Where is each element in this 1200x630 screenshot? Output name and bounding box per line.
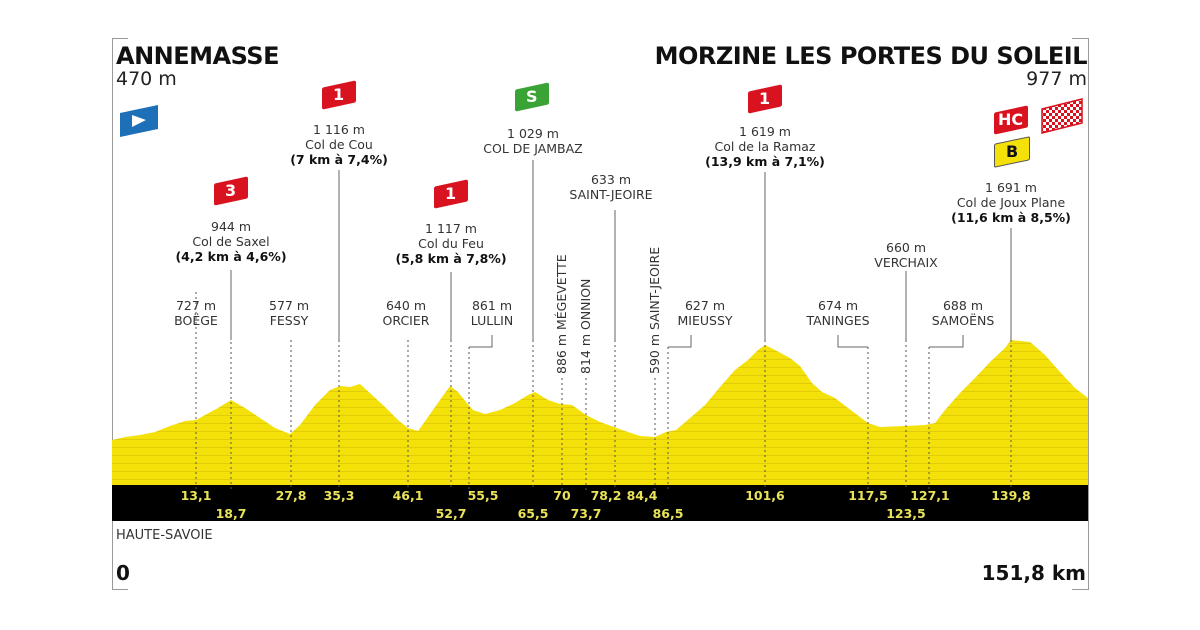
km-marker-lines [195,292,1012,490]
leader-lines [230,160,1012,348]
svg-text:127,1: 127,1 [910,488,950,503]
climb-category-badge-hc: HC [994,105,1028,135]
finish-city-name: MORZINE LES PORTES DU SOLEIL [654,42,1088,70]
svg-text:123,5: 123,5 [886,506,926,521]
frame-right-line [1088,38,1089,590]
svg-text:35,3: 35,3 [324,488,355,503]
climb-label-col-de-cou: 1 116 m Col de Cou (7 km à 7,4%) [290,122,388,167]
svg-text:139,8: 139,8 [991,488,1031,503]
town-label-orcier: 640 m ORCIER [382,298,430,328]
frame-right-top-tick [1072,38,1088,39]
town-label-megevette: 886 m MÉGEVETTE [554,254,569,374]
svg-text:117,5: 117,5 [848,488,888,503]
climb-label-col-de-jambaz: 1 029 m COL DE JAMBAZ [483,126,583,156]
svg-text:46,1: 46,1 [393,488,424,503]
svg-text:55,5: 55,5 [468,488,499,503]
town-label-verchaix: 660 m VERCHAIX [874,240,938,270]
start-altitude: 470 m [116,68,177,90]
km-labels-top: 13,1 27,8 35,3 46,1 55,5 70 78,2 84,4 10… [181,488,1031,503]
start-flag-icon [118,103,160,143]
svg-text:52,7: 52,7 [436,506,467,521]
svg-text:78,2: 78,2 [591,488,622,503]
region-label: HAUTE-SAVOIE [116,528,213,543]
town-label-onnion: 814 m ONNION [578,278,593,374]
frame-left-line [112,38,113,590]
frame-left-bottom-tick [112,589,128,590]
town-label-samoens: 688 m SAMOËNS [931,298,995,328]
km-end-label: 151,8 km [981,561,1086,585]
svg-text:13,1: 13,1 [181,488,212,503]
svg-text:70: 70 [553,488,571,503]
svg-text:73,7: 73,7 [571,506,602,521]
frame-left-top-tick [112,38,128,39]
svg-text:84,4: 84,4 [627,488,658,503]
town-label-fessy: 577 m FESSY [268,298,310,328]
town-label-lullin: 861 m LULLIN [470,298,514,328]
svg-text:18,7: 18,7 [216,506,247,521]
climb-label-col-de-saxel: 944 m Col de Saxel (4,2 km à 4,6%) [175,219,287,264]
frame-right-bottom-tick [1072,589,1088,590]
town-label-mieussy: 627 m MIEUSSY [677,298,733,328]
km-labels-bottom: 18,7 52,7 65,5 73,7 86,5 123,5 [216,506,926,521]
start-city-name: ANNEMASSE [116,42,279,70]
town-label-saint-jeoire-2: 590 m SAINT-JEOIRE [647,246,662,374]
climb-label-col-de-joux-plane: 1 691 m Col de Joux Plane (11,6 km à 8,5%) [951,180,1071,225]
finish-checkered-flag-icon [1040,95,1084,139]
town-label-saint-jeoire: 633 m SAINT-JEOIRE [569,172,653,202]
town-label-boege: 727 m BOËGE [174,298,218,328]
km-start-label: 0 [116,561,130,585]
climb-label-col-de-la-ramaz: 1 619 m Col de la Ramaz (13,9 km à 7,1%) [705,124,825,169]
svg-text:65,5: 65,5 [518,506,549,521]
svg-text:101,6: 101,6 [745,488,785,503]
svg-text:27,8: 27,8 [276,488,307,503]
svg-text:86,5: 86,5 [653,506,684,521]
climb-label-col-du-feu: 1 117 m Col du Feu (5,8 km à 7,8%) [395,221,507,266]
finish-altitude: 977 m [1026,68,1087,90]
km-band [112,485,1088,521]
town-label-taninges: 674 m TANINGES [806,298,870,328]
elevation-area [112,340,1088,485]
